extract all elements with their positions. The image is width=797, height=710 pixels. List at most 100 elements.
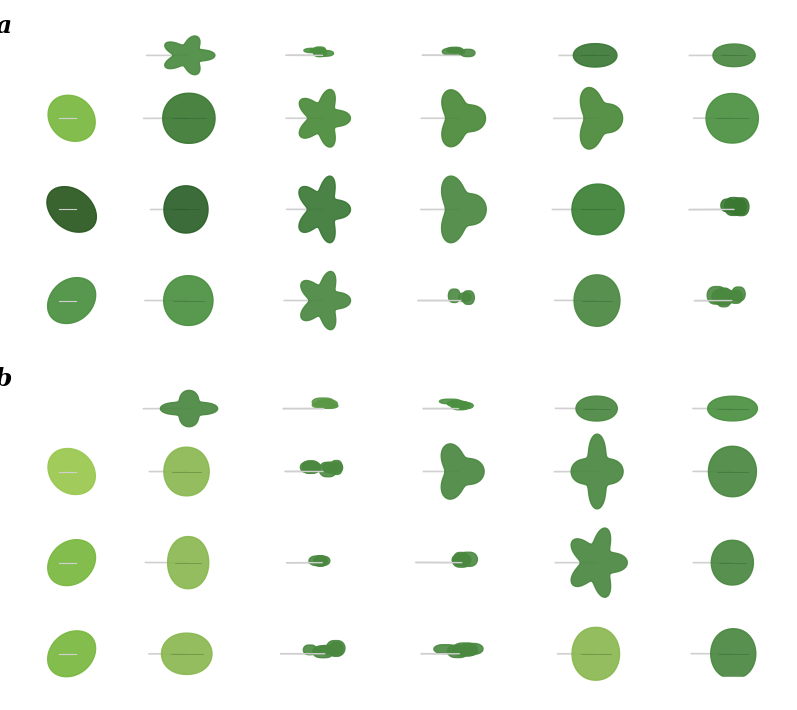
Polygon shape <box>574 275 620 327</box>
Polygon shape <box>316 400 337 408</box>
Text: P3: P3 <box>300 26 323 45</box>
Text: P4: P4 <box>573 26 595 45</box>
Polygon shape <box>571 528 627 597</box>
Polygon shape <box>311 48 326 53</box>
Polygon shape <box>711 540 753 585</box>
Polygon shape <box>167 537 209 589</box>
Polygon shape <box>320 462 336 476</box>
Polygon shape <box>160 391 218 427</box>
Polygon shape <box>304 645 316 655</box>
Polygon shape <box>302 461 319 474</box>
Text: Bar=15cm: Bar=15cm <box>710 330 770 340</box>
Polygon shape <box>163 93 215 143</box>
Polygon shape <box>720 199 735 212</box>
Polygon shape <box>331 461 342 474</box>
Polygon shape <box>315 556 327 567</box>
Polygon shape <box>729 200 744 214</box>
Text: M2: M2 <box>57 202 80 217</box>
Polygon shape <box>316 401 329 407</box>
Bar <box>713 677 767 681</box>
Polygon shape <box>162 633 212 674</box>
Polygon shape <box>447 400 465 407</box>
Polygon shape <box>327 640 345 656</box>
Text: P5: P5 <box>709 380 732 398</box>
Polygon shape <box>304 48 324 53</box>
Polygon shape <box>323 462 343 473</box>
Polygon shape <box>314 50 334 56</box>
Polygon shape <box>461 49 475 57</box>
Polygon shape <box>729 290 743 303</box>
Polygon shape <box>312 403 330 408</box>
Polygon shape <box>48 95 95 141</box>
Polygon shape <box>732 287 745 301</box>
Polygon shape <box>736 200 746 214</box>
Polygon shape <box>442 444 484 499</box>
Text: M1: M1 <box>57 646 80 661</box>
Polygon shape <box>48 278 96 324</box>
Polygon shape <box>330 643 343 656</box>
Polygon shape <box>456 648 477 655</box>
Polygon shape <box>313 646 334 657</box>
Polygon shape <box>439 399 461 404</box>
Text: P3: P3 <box>300 380 323 398</box>
Text: P2: P2 <box>164 380 186 398</box>
Polygon shape <box>447 48 463 53</box>
Polygon shape <box>47 187 96 232</box>
Polygon shape <box>442 48 465 55</box>
Polygon shape <box>712 289 734 305</box>
Polygon shape <box>314 556 330 565</box>
Polygon shape <box>454 403 473 409</box>
Polygon shape <box>442 89 485 147</box>
Polygon shape <box>733 198 749 216</box>
Polygon shape <box>452 402 469 409</box>
Polygon shape <box>571 434 623 509</box>
Text: P2: P2 <box>164 26 186 45</box>
Polygon shape <box>454 552 467 562</box>
Polygon shape <box>299 89 351 147</box>
Polygon shape <box>300 271 351 329</box>
Text: P1: P1 <box>437 26 459 45</box>
Polygon shape <box>447 645 468 657</box>
Polygon shape <box>453 643 477 656</box>
Polygon shape <box>442 176 486 243</box>
Bar <box>713 324 767 328</box>
Polygon shape <box>313 49 327 57</box>
Polygon shape <box>717 288 732 307</box>
Polygon shape <box>314 47 325 53</box>
Polygon shape <box>459 293 471 302</box>
Polygon shape <box>164 447 209 496</box>
Polygon shape <box>48 631 96 677</box>
Polygon shape <box>164 186 208 233</box>
Text: P1: P1 <box>437 380 459 398</box>
Polygon shape <box>309 556 328 566</box>
Polygon shape <box>165 36 215 75</box>
Polygon shape <box>462 291 474 305</box>
Polygon shape <box>573 43 617 67</box>
Polygon shape <box>48 449 96 494</box>
Polygon shape <box>706 94 759 143</box>
Polygon shape <box>312 398 334 406</box>
Polygon shape <box>452 555 471 565</box>
Text: P4: P4 <box>573 380 595 398</box>
Polygon shape <box>434 645 457 653</box>
Text: P5: P5 <box>709 26 732 45</box>
Polygon shape <box>449 289 460 302</box>
Polygon shape <box>707 287 726 304</box>
Text: M3: M3 <box>57 111 80 126</box>
Polygon shape <box>711 629 756 679</box>
Text: M1: M1 <box>57 293 80 308</box>
Polygon shape <box>458 552 477 567</box>
Polygon shape <box>708 396 757 421</box>
Text: b: b <box>0 368 12 391</box>
Polygon shape <box>724 197 743 215</box>
Polygon shape <box>316 645 337 655</box>
Text: M2: M2 <box>57 555 80 570</box>
Polygon shape <box>317 403 338 408</box>
Polygon shape <box>300 462 320 473</box>
Polygon shape <box>299 176 351 243</box>
Polygon shape <box>572 628 619 680</box>
Text: a: a <box>0 14 12 38</box>
Polygon shape <box>460 643 483 655</box>
Polygon shape <box>48 540 96 586</box>
Polygon shape <box>453 554 470 567</box>
